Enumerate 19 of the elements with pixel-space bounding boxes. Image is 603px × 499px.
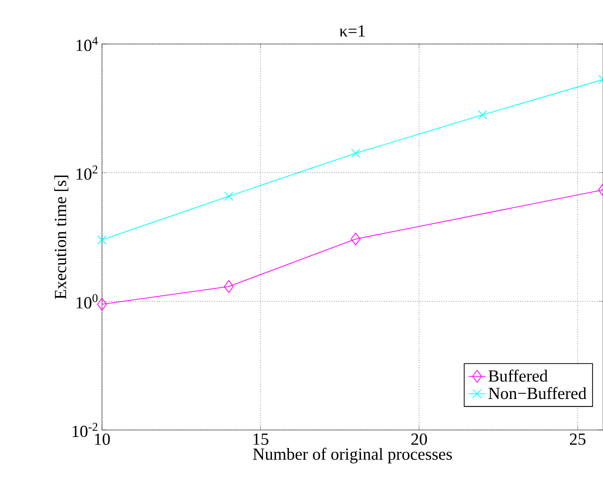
point [97, 235, 107, 245]
chart-title: κ=1 [340, 25, 365, 36]
point [97, 298, 107, 311]
point [224, 192, 234, 201]
point [478, 110, 488, 120]
y-tick-label: 10$^{0}$ [76, 294, 98, 308]
x-axis-title: Number of original processes [253, 448, 452, 464]
y-axis-title: Execution time [s] [54, 176, 68, 300]
x-tick-label: 10 [95, 434, 110, 445]
point [224, 280, 234, 293]
point [350, 232, 361, 246]
y-tick-label: 10$^{2}$ [76, 166, 98, 180]
legend-label: Non−Buffered [488, 387, 586, 400]
x-tick-label: 20 [411, 434, 427, 445]
legend-label: Buffered [488, 370, 548, 382]
y-tick-label: 10$^{4}$ [76, 36, 98, 52]
x-tick-label: 15 [254, 434, 268, 445]
x-tick-label: 25 [570, 434, 586, 445]
point [351, 148, 360, 158]
